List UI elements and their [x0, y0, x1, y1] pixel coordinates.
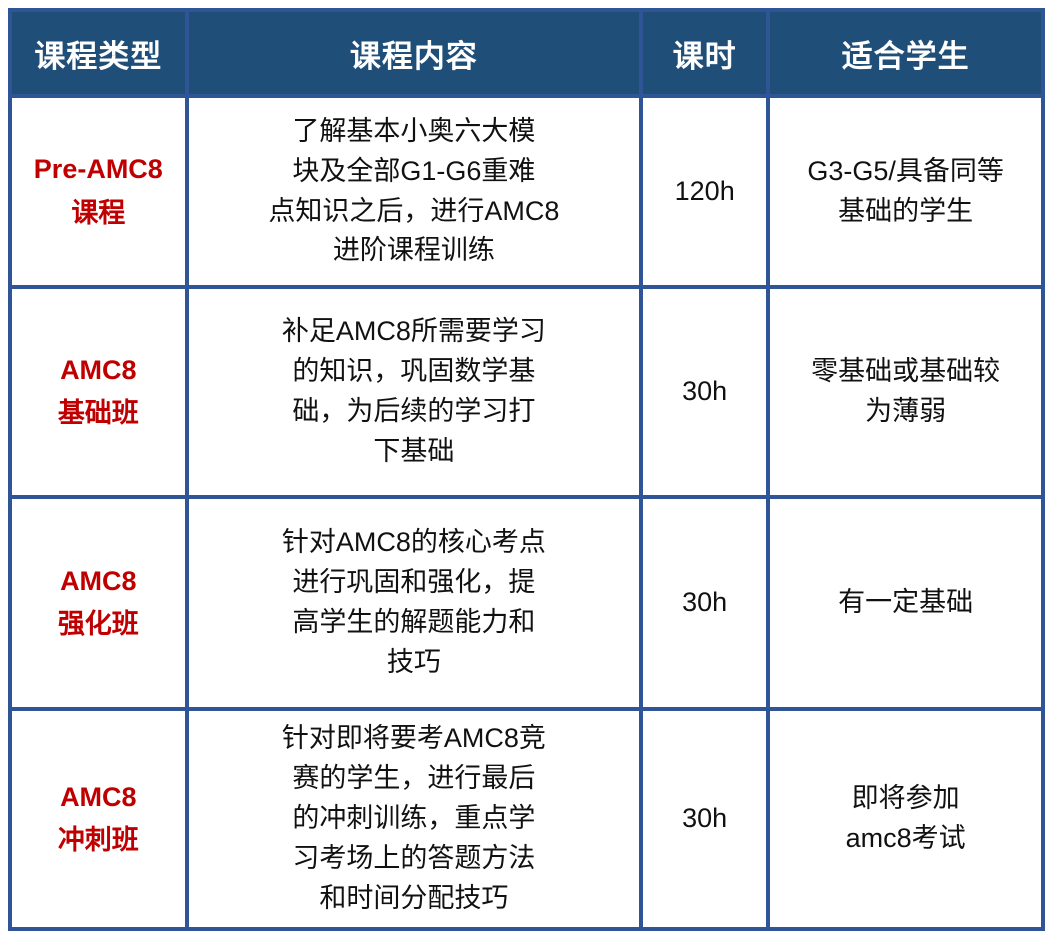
header-suitable-students: 适合学生 [766, 8, 1045, 98]
cell-course-hours: 30h [639, 495, 771, 711]
table-row-amc8-intensive: AMC8 强化班 针对AMC8的核心考点 进行巩固和强化，提 高学生的解题能力和… [8, 495, 1045, 711]
table-row-pre-amc8: Pre-AMC8 课程 了解基本小奥六大模 块及全部G1-G6重难 点知识之后，… [8, 94, 1045, 289]
header-row: 课程类型 课程内容 课时 适合学生 [8, 8, 1045, 98]
cell-course-content: 针对AMC8的核心考点 进行巩固和强化，提 高学生的解题能力和 技巧 [184, 495, 644, 711]
header-course-content: 课程内容 [184, 8, 644, 98]
cell-suitable-students: 有一定基础 [766, 495, 1045, 711]
cell-course-hours: 120h [639, 94, 771, 289]
cell-course-hours: 30h [639, 707, 771, 931]
cell-suitable-students: 即将参加 amc8考试 [766, 707, 1045, 931]
course-table: 课程类型 课程内容 课时 适合学生 Pre-AMC8 课程 了解基本小奥六大模 … [8, 8, 1045, 931]
header-course-type: 课程类型 [8, 8, 189, 98]
cell-suitable-students: 零基础或基础较 为薄弱 [766, 285, 1045, 499]
cell-course-type: Pre-AMC8 课程 [8, 94, 189, 289]
cell-course-type: AMC8 冲刺班 [8, 707, 189, 931]
cell-course-type: AMC8 基础班 [8, 285, 189, 499]
cell-course-type: AMC8 强化班 [8, 495, 189, 711]
cell-course-content: 补足AMC8所需要学习 的知识，巩固数学基 础，为后续的学习打 下基础 [184, 285, 644, 499]
header-course-hours: 课时 [639, 8, 771, 98]
cell-course-hours: 30h [639, 285, 771, 499]
cell-course-content: 了解基本小奥六大模 块及全部G1-G6重难 点知识之后，进行AMC8 进阶课程训… [184, 94, 644, 289]
cell-suitable-students: G3-G5/具备同等 基础的学生 [766, 94, 1045, 289]
cell-course-content: 针对即将要考AMC8竞 赛的学生，进行最后 的冲刺训练，重点学 习考场上的答题方… [184, 707, 644, 931]
table-row-amc8-sprint: AMC8 冲刺班 针对即将要考AMC8竞 赛的学生，进行最后 的冲刺训练，重点学… [8, 707, 1045, 931]
table-row-amc8-basic: AMC8 基础班 补足AMC8所需要学习 的知识，巩固数学基 础，为后续的学习打… [8, 285, 1045, 499]
